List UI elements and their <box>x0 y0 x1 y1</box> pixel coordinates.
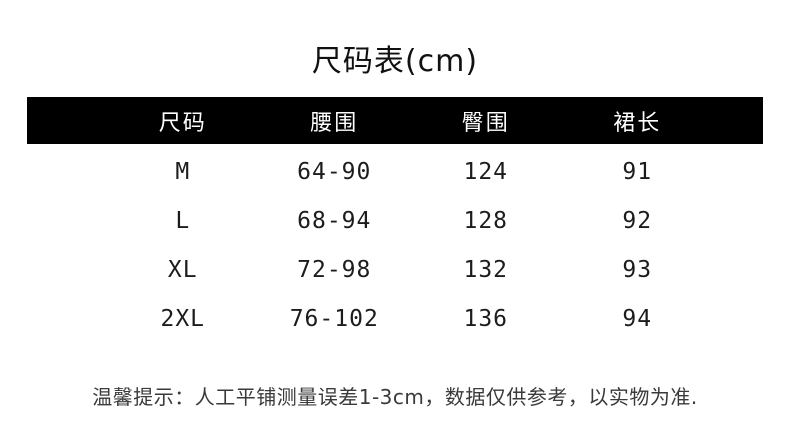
table-row-m: M 64-90 124 91 <box>27 147 763 196</box>
cell-hip: 132 <box>463 256 509 283</box>
cell-hip: 136 <box>463 305 509 332</box>
cell-hip: 124 <box>463 158 509 185</box>
cell-waist: 72-98 <box>297 256 372 283</box>
cell-waist: 64-90 <box>297 158 372 185</box>
column-header-size: 尺码 <box>158 110 207 136</box>
table-header-row: 尺码 腰围 臀围 裙长 <box>27 97 763 144</box>
table-row-2xl: 2XL 76-102 136 94 <box>27 294 763 343</box>
cell-skirt-length: 94 <box>622 305 653 332</box>
page-title: 尺码表(cm) <box>311 44 479 79</box>
table-body: M 64-90 124 91 L 68-94 128 92 XL 72-98 1… <box>27 147 763 343</box>
size-table: 尺码 腰围 臀围 裙长 M 64-90 124 91 L 68-94 128 9… <box>27 97 763 343</box>
cell-size: M <box>175 158 191 185</box>
cell-waist: 68-94 <box>297 207 372 234</box>
cell-size: XL <box>167 256 198 283</box>
table-row-xl: XL 72-98 132 93 <box>27 245 763 294</box>
column-header-waist: 腰围 <box>310 110 359 136</box>
cell-skirt-length: 91 <box>622 158 653 185</box>
table-row-l: L 68-94 128 92 <box>27 196 763 245</box>
cell-skirt-length: 92 <box>622 207 653 234</box>
column-header-hip: 臀围 <box>461 110 510 136</box>
cell-size: L <box>175 207 191 234</box>
cell-hip: 128 <box>463 207 509 234</box>
measurement-disclaimer-note: 温馨提示：人工平铺测量误差1-3cm，数据仅供参考，以实物为准. <box>92 385 698 409</box>
cell-skirt-length: 93 <box>622 256 653 283</box>
cell-waist: 76-102 <box>289 305 379 332</box>
column-header-skirt-length: 裙长 <box>613 110 662 136</box>
cell-size: 2XL <box>160 305 206 332</box>
